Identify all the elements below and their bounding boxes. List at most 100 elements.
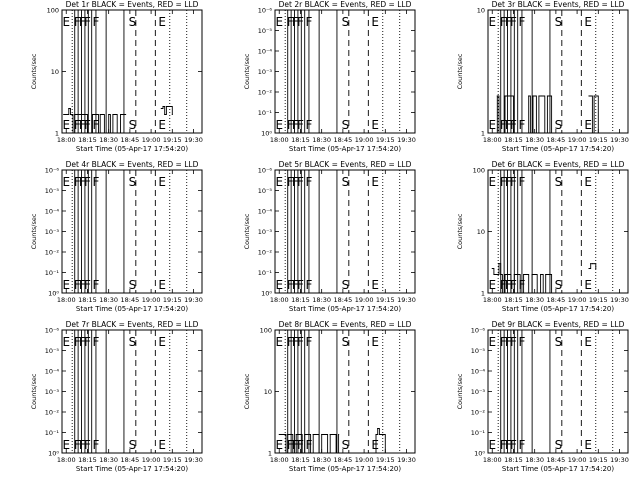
x-tick-label: 18:30 — [312, 136, 331, 144]
data-point — [534, 273, 536, 275]
y-tick-label: 10⁻¹ — [258, 109, 273, 117]
marker-top: F — [518, 335, 525, 349]
marker-bottom: S — [129, 118, 137, 132]
panel-title: Det 5r BLACK = Events, RED = LLD — [279, 160, 412, 169]
series-line-2 — [589, 95, 599, 134]
x-tick-label: 19:15 — [376, 456, 395, 464]
panel-5: Det 5r BLACK = Events, RED = LLD Counts/s… — [243, 160, 416, 313]
data-point — [335, 452, 337, 454]
data-point — [500, 132, 502, 134]
marker-bottom: F — [79, 278, 86, 292]
marker-top: E — [488, 335, 496, 349]
marker-top: E — [371, 175, 379, 189]
marker-top: S — [129, 175, 137, 189]
panel-1: Det 1r BLACK = Events, RED = LLD Counts/s… — [30, 0, 203, 153]
marker-bottom: S — [342, 118, 350, 132]
data-point — [103, 132, 105, 134]
marker-top: F — [305, 15, 312, 29]
data-point — [500, 273, 502, 275]
marker-bottom: F — [287, 118, 294, 132]
data-point — [167, 105, 169, 107]
marker-bottom: F — [500, 278, 507, 292]
data-point — [278, 433, 280, 435]
x-tick-label: 19:30 — [184, 456, 203, 464]
y-axis-label: Counts/sec — [30, 213, 38, 249]
data-point — [519, 292, 521, 294]
x-axis-label: Start Time (05-Apr-17 17:54:20) — [76, 305, 188, 313]
marker-bottom: E — [488, 278, 496, 292]
marker-bottom: S — [129, 278, 137, 292]
data-point — [591, 263, 593, 265]
y-tick-label: 10⁻² — [45, 409, 60, 417]
marker-top: F — [518, 15, 525, 29]
marker-bottom: F — [84, 278, 91, 292]
panel-9: Det 9r BLACK = Events, RED = LLD Counts/s… — [456, 320, 629, 473]
data-point — [109, 132, 111, 134]
x-tick-label: 18:45 — [547, 296, 566, 304]
marker-top: F — [510, 175, 517, 189]
x-tick-label: 18:30 — [525, 136, 544, 144]
marker-bottom: E — [371, 118, 379, 132]
marker-top: F — [79, 175, 86, 189]
data-point — [593, 95, 595, 97]
marker-top: F — [79, 15, 86, 29]
data-point — [373, 452, 375, 454]
marker-top: F — [92, 335, 99, 349]
marker-top: S — [342, 175, 350, 189]
x-tick-label: 19:15 — [589, 296, 608, 304]
data-point — [512, 132, 514, 134]
data-point — [525, 273, 527, 275]
data-point — [125, 113, 127, 115]
x-tick-label: 19:15 — [163, 456, 182, 464]
series-line-1 — [496, 95, 553, 134]
data-point — [551, 132, 553, 134]
panel-4: Det 4r BLACK = Events, RED = LLD Counts/s… — [30, 160, 203, 313]
x-tick-label: 18:00 — [270, 136, 289, 144]
marker-top: E — [584, 335, 592, 349]
x-axis-label: Start Time (05-Apr-17 17:54:20) — [502, 305, 614, 313]
y-tick-label: 10⁻⁵ — [471, 347, 486, 355]
y-tick-label: 10⁻¹ — [45, 429, 60, 437]
data-point — [528, 95, 530, 97]
x-tick-label: 19:30 — [397, 456, 416, 464]
data-point — [595, 268, 597, 270]
y-tick-label: 10⁻³ — [258, 228, 273, 236]
panel-title: Det 9r BLACK = Events, RED = LLD — [492, 320, 625, 329]
y-axis-label: Counts/sec — [30, 373, 38, 409]
data-point — [590, 95, 592, 97]
data-point — [169, 105, 171, 107]
data-point — [497, 95, 499, 97]
x-tick-label: 19:00 — [568, 136, 587, 144]
marker-top: F — [500, 335, 507, 349]
marker-bottom: E — [158, 278, 166, 292]
marker-top: F — [74, 15, 81, 29]
data-point — [535, 132, 537, 134]
data-point — [282, 433, 284, 435]
y-tick-label: 10⁻⁴ — [258, 48, 273, 56]
y-tick-label: 10⁻⁴ — [471, 368, 486, 376]
y-axis-label: Counts/sec — [243, 373, 251, 409]
x-tick-label: 18:00 — [57, 456, 76, 464]
marker-bottom: E — [62, 118, 70, 132]
data-point — [304, 433, 306, 435]
data-point — [507, 273, 509, 275]
y-tick-label: 1 — [481, 130, 485, 138]
x-tick-label: 19:15 — [589, 136, 608, 144]
x-tick-label: 19:15 — [376, 296, 395, 304]
marker-bottom: S — [555, 438, 563, 452]
marker-top: F — [292, 15, 299, 29]
marker-bottom: F — [305, 278, 312, 292]
data-point — [546, 95, 548, 97]
data-point — [548, 273, 550, 275]
marker-bottom: F — [74, 438, 81, 452]
data-point — [493, 273, 495, 275]
marker-top: E — [158, 15, 166, 29]
x-tick-label: 19:00 — [568, 456, 587, 464]
marker-bottom: E — [488, 438, 496, 452]
y-tick-label: 10⁰ — [48, 450, 59, 458]
data-point — [588, 95, 590, 97]
marker-bottom: F — [292, 438, 299, 452]
x-axis-label: Start Time (05-Apr-17 17:54:20) — [76, 145, 188, 153]
x-tick-label: 18:45 — [121, 296, 140, 304]
marker-top: F — [510, 15, 517, 29]
